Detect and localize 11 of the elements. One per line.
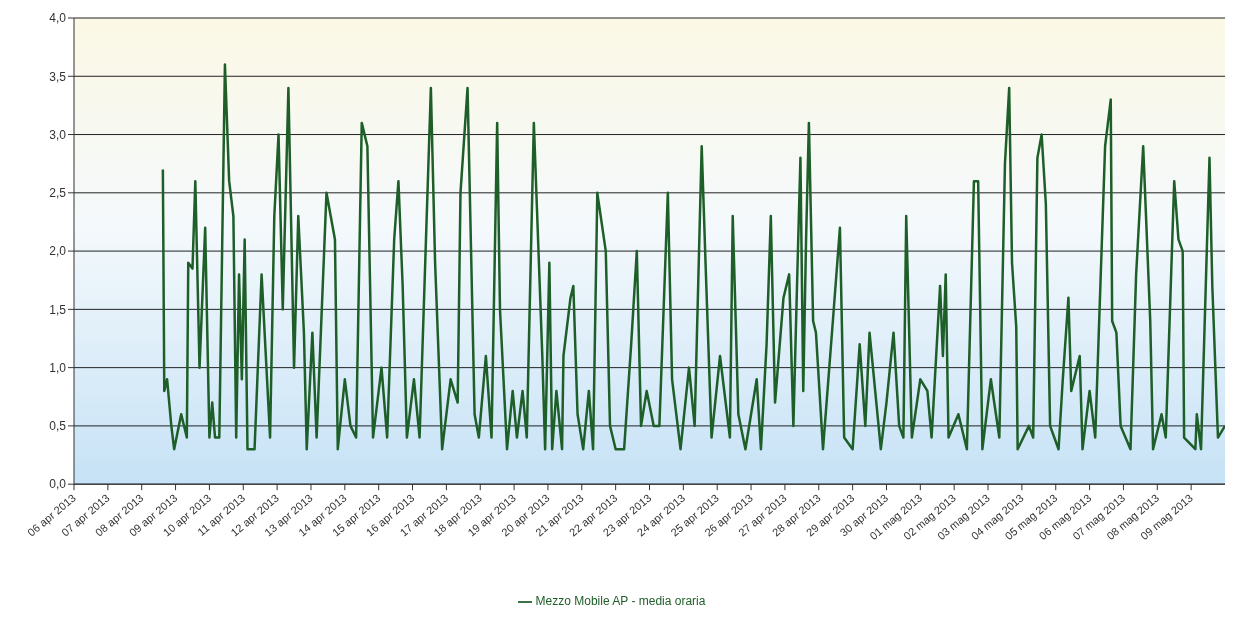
legend-label: Mezzo Mobile AP - media oraria [535, 594, 706, 609]
y-tick-label: 2,5 [49, 186, 67, 201]
y-tick-label: 3,0 [49, 127, 67, 142]
y-tick-label: 2,0 [49, 244, 67, 259]
y-tick-label: 0,5 [49, 419, 67, 434]
line-series [161, 63, 1225, 451]
y-tick-label: 1,0 [49, 360, 67, 375]
y-tick-label: 1,5 [49, 302, 67, 317]
y-tick-label: 4,0 [49, 11, 67, 26]
y-tick-label: 0,0 [49, 477, 67, 492]
y-tick-label: 3,5 [49, 69, 67, 84]
